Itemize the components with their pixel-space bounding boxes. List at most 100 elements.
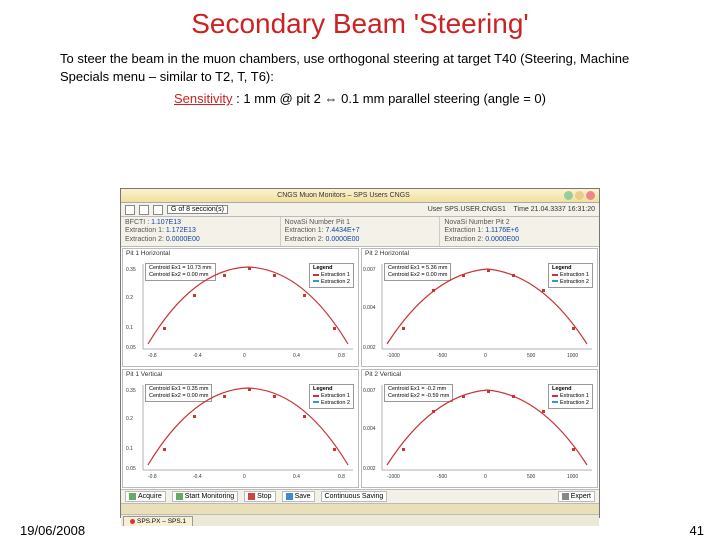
save-icon — [286, 493, 293, 500]
info-cell-pit2: NovaSi Number Pit 2 Extraction 1: 1.1176… — [440, 217, 599, 246]
pit1-ex2-label: Extraction 2: — [285, 236, 324, 243]
svg-text:0: 0 — [484, 353, 487, 359]
bottom-toolbar: Acquire Start Monitoring Stop Save Conti… — [121, 489, 599, 503]
stop-icon — [248, 493, 255, 500]
sensitivity-line: Sensitivity : 1 mm @ pit 2 ⇔ 0.1 mm para… — [0, 91, 720, 106]
svg-text:0.8: 0.8 — [338, 353, 345, 359]
footer-page: 41 — [690, 523, 704, 538]
chart-svg: 0.007 0.004 0.002 -1000 -500 0 500 1000 — [362, 249, 600, 369]
svg-text:0.1: 0.1 — [126, 325, 133, 331]
pit1-ex1-label: Extraction 1: — [285, 227, 324, 234]
acquire-label: Acquire — [138, 493, 162, 500]
save-label: Save — [295, 493, 311, 500]
svg-text:500: 500 — [527, 474, 536, 480]
start-button[interactable]: Start Monitoring — [172, 491, 238, 502]
ex1-value: 1.172E13 — [166, 227, 196, 234]
tool-next-icon[interactable] — [139, 205, 149, 215]
tab-label: SPS.PX – SPS.1 — [137, 518, 186, 525]
svg-text:500: 500 — [527, 353, 536, 359]
tab-dot-icon — [130, 519, 135, 524]
time-label: Time 21.04.3337 16:31:20 — [514, 206, 595, 213]
svg-text:0.007: 0.007 — [363, 267, 376, 273]
svg-text:0.8: 0.8 — [338, 474, 345, 480]
sensitivity-label: Sensitivity — [174, 91, 233, 106]
expert-label: Expert — [571, 493, 591, 500]
svg-text:-0.8: -0.8 — [148, 353, 157, 359]
cont-label: Continuous Saving — [325, 493, 384, 500]
svg-text:-1000: -1000 — [387, 474, 400, 480]
tool-prev-icon[interactable] — [125, 205, 135, 215]
svg-text:0.1: 0.1 — [126, 446, 133, 452]
svg-text:0: 0 — [484, 474, 487, 480]
maximize-icon[interactable] — [575, 191, 584, 200]
gear-icon — [562, 493, 569, 500]
ex2-label: Extraction 2: — [125, 236, 164, 243]
svg-text:0.2: 0.2 — [126, 416, 133, 422]
app-window: CNGS Muon Monitors – SPS Users CNGS G of… — [120, 188, 600, 518]
svg-text:0.05: 0.05 — [126, 466, 136, 472]
titlebar: CNGS Muon Monitors – SPS Users CNGS — [121, 189, 599, 203]
plot-pit1-horizontal: Pit 1 Horizontal Centroid Ex1 = 10.73 mm… — [122, 248, 359, 367]
minimize-icon[interactable] — [564, 191, 573, 200]
tab-strip: SPS.PX – SPS.1 — [121, 514, 599, 526]
ex1-label: Extraction 1: — [125, 227, 164, 234]
pit1-ex1-value: 7.4434E+7 — [326, 227, 360, 234]
svg-text:0.002: 0.002 — [363, 345, 376, 351]
toolbar-right: User SPS.USER.CNGS1 Time 21.04.3337 16:3… — [428, 206, 595, 213]
stop-label: Stop — [257, 493, 271, 500]
svg-text:0.007: 0.007 — [363, 388, 376, 394]
svg-text:0: 0 — [243, 474, 246, 480]
acquire-icon — [129, 493, 136, 500]
svg-text:-1000: -1000 — [387, 353, 400, 359]
plot-pit2-horizontal: Pit 2 Horizontal Centroid Ex1 = 5.36 mm … — [361, 248, 598, 367]
info-bar: BFCTI : 1.107E13 Extraction 1: 1.172E13 … — [121, 217, 599, 247]
window-title: CNGS Muon Monitors – SPS Users CNGS — [125, 192, 562, 199]
tab-sps[interactable]: SPS.PX – SPS.1 — [123, 516, 193, 526]
footer-date: 19/06/2008 — [20, 523, 85, 538]
chart-svg: 0.35 0.2 0.1 0.05 -0.8 -0.4 0 0.4 0.8 — [123, 370, 361, 490]
svg-text:-500: -500 — [437, 474, 447, 480]
svg-text:0: 0 — [243, 353, 246, 359]
svg-text:0.2: 0.2 — [126, 295, 133, 301]
svg-text:1000: 1000 — [567, 353, 578, 359]
body-text: To steer the beam in the muon chambers, … — [60, 50, 680, 85]
svg-text:-0.4: -0.4 — [193, 474, 202, 480]
svg-text:-0.4: -0.4 — [193, 353, 202, 359]
svg-text:0.35: 0.35 — [126, 388, 136, 394]
svg-text:-0.8: -0.8 — [148, 474, 157, 480]
info-cell-bfcti: BFCTI : 1.107E13 Extraction 1: 1.172E13 … — [121, 217, 281, 246]
plot-grid: Pit 1 Horizontal Centroid Ex1 = 10.73 mm… — [121, 247, 599, 489]
svg-text:0.004: 0.004 — [363, 426, 376, 432]
ex2-value: 0.0000E00 — [166, 236, 200, 243]
section-dropdown[interactable]: G of 8 seccion(s) — [167, 205, 228, 214]
save-button[interactable]: Save — [282, 491, 315, 502]
svg-text:0.002: 0.002 — [363, 466, 376, 472]
close-icon[interactable] — [586, 191, 595, 200]
pit1-ex2-value: 0.0000E00 — [326, 236, 360, 243]
slide: Secondary Beam 'Steering' To steer the b… — [0, 8, 720, 548]
expert-button[interactable]: Expert — [558, 491, 595, 502]
pit2-ex2-label: Extraction 2: — [444, 236, 483, 243]
svg-text:0.4: 0.4 — [293, 474, 300, 480]
stop-button[interactable]: Stop — [244, 491, 275, 502]
svg-text:-500: -500 — [437, 353, 447, 359]
status-bar — [121, 503, 599, 514]
pit2-label: NovaSi Number Pit 2 — [444, 219, 509, 226]
svg-text:0.4: 0.4 — [293, 353, 300, 359]
pit1-label: NovaSi Number Pit 1 — [285, 219, 350, 226]
bfcti-value: : 1.107E13 — [147, 219, 181, 226]
svg-text:1000: 1000 — [567, 474, 578, 480]
svg-text:0.35: 0.35 — [126, 267, 136, 273]
svg-text:0.004: 0.004 — [363, 305, 376, 311]
chart-svg: 0.007 0.004 0.002 -1000 -500 0 500 1000 — [362, 370, 600, 490]
pit2-ex1-value: 1.1176E+6 — [485, 227, 519, 234]
continuous-saving-button[interactable]: Continuous Saving — [321, 491, 388, 502]
user-label: User SPS.USER.CNGS1 — [428, 206, 506, 213]
plot-pit1-vertical: Pit 1 Vertical Centroid Ex1 = 0.35 mm Ce… — [122, 369, 359, 488]
tool-play-icon[interactable] — [153, 205, 163, 215]
start-label: Start Monitoring — [185, 493, 234, 500]
sensitivity-text: : 1 mm @ pit 2 ⇔ 0.1 mm parallel steerin… — [236, 91, 546, 106]
acquire-button[interactable]: Acquire — [125, 491, 166, 502]
pit2-ex1-label: Extraction 1: — [444, 227, 483, 234]
plot-pit2-vertical: Pit 2 Vertical Centroid Ex1 = -0.2 mm Ce… — [361, 369, 598, 488]
